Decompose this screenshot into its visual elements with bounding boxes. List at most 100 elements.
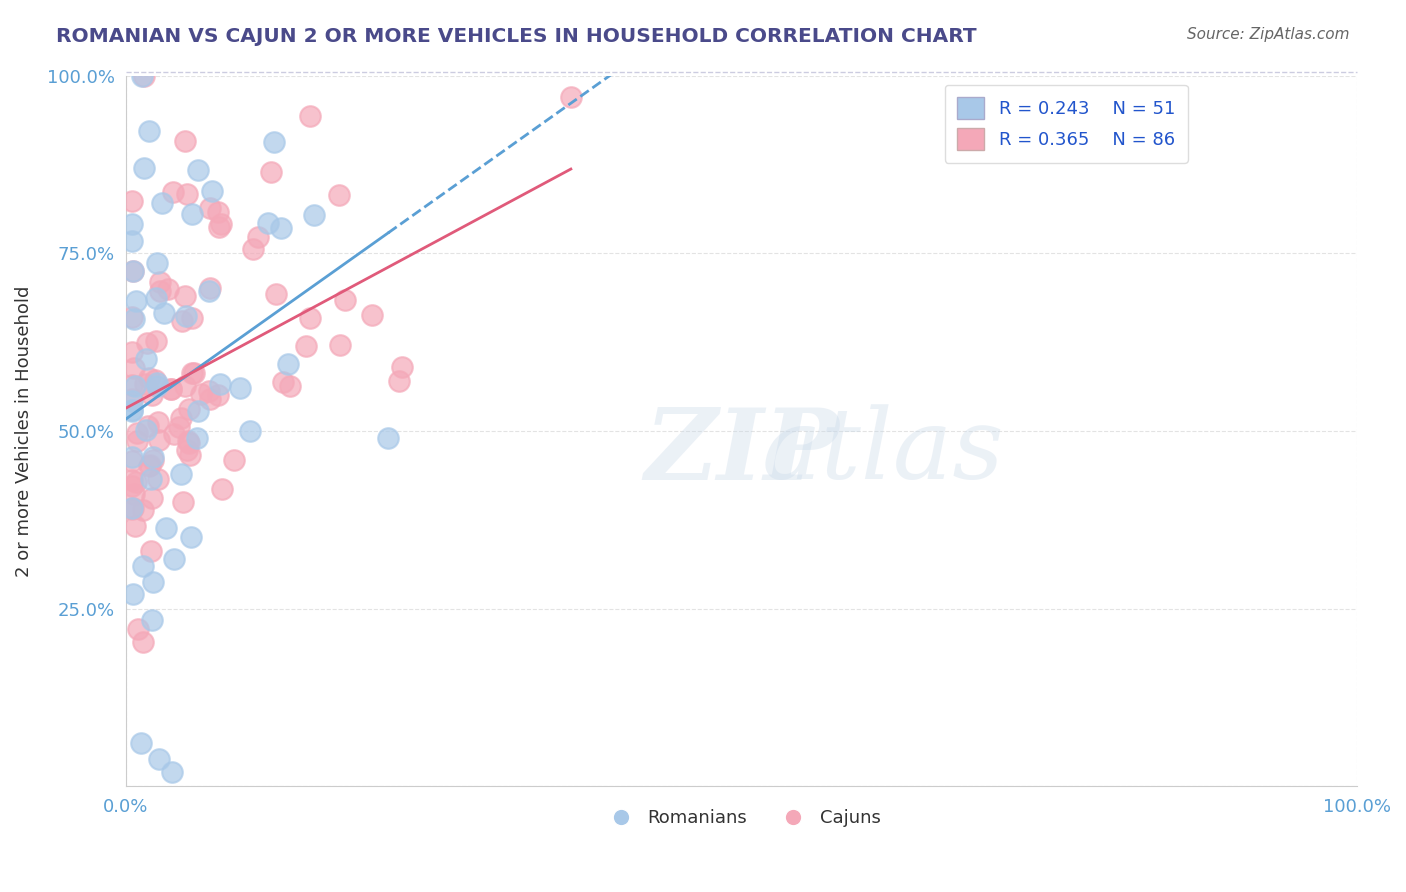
- Point: [142, 452, 165, 467]
- Point: [186, 431, 208, 445]
- Point: [121, 479, 143, 493]
- Point: [560, 90, 582, 104]
- Point: [174, 289, 197, 303]
- Point: [360, 308, 382, 322]
- Point: [121, 473, 143, 487]
- Point: [141, 388, 163, 402]
- Point: [183, 366, 205, 380]
- Point: [148, 751, 170, 765]
- Point: [124, 378, 146, 392]
- Point: [139, 458, 162, 472]
- Point: [160, 765, 183, 780]
- Point: [207, 388, 229, 402]
- Point: [299, 109, 322, 123]
- Point: [211, 482, 233, 496]
- Point: [131, 69, 153, 83]
- Point: [277, 357, 299, 371]
- Point: [134, 377, 156, 392]
- Point: [121, 392, 143, 407]
- Point: [132, 503, 155, 517]
- Point: [160, 382, 183, 396]
- Point: [302, 208, 325, 222]
- Point: [329, 338, 352, 352]
- Point: [200, 281, 222, 295]
- Point: [200, 201, 222, 215]
- Point: [122, 312, 145, 326]
- Point: [156, 282, 179, 296]
- Point: [163, 426, 186, 441]
- Point: [198, 284, 221, 298]
- Point: [122, 487, 145, 501]
- Point: [121, 194, 143, 208]
- Point: [148, 433, 170, 447]
- Point: [132, 559, 155, 574]
- Point: [163, 551, 186, 566]
- Point: [328, 187, 350, 202]
- Point: [122, 264, 145, 278]
- Point: [125, 425, 148, 440]
- Point: [121, 218, 143, 232]
- Text: Source: ZipAtlas.com: Source: ZipAtlas.com: [1187, 27, 1350, 42]
- Point: [242, 242, 264, 256]
- Point: [264, 287, 287, 301]
- Point: [271, 375, 294, 389]
- Point: [222, 453, 245, 467]
- Point: [174, 309, 197, 323]
- Point: [173, 378, 195, 392]
- Point: [142, 574, 165, 589]
- Point: [149, 284, 172, 298]
- Point: [177, 402, 200, 417]
- Point: [145, 291, 167, 305]
- Point: [162, 186, 184, 200]
- Point: [121, 501, 143, 516]
- Point: [150, 195, 173, 210]
- Point: [121, 402, 143, 417]
- Point: [181, 311, 204, 326]
- Point: [298, 310, 321, 325]
- Point: [121, 404, 143, 418]
- Point: [209, 377, 232, 392]
- Point: [127, 434, 149, 448]
- Point: [122, 500, 145, 515]
- Point: [207, 219, 229, 234]
- Point: [124, 360, 146, 375]
- Text: ROMANIAN VS CAJUN 2 OR MORE VEHICLES IN HOUSEHOLD CORRELATION CHART: ROMANIAN VS CAJUN 2 OR MORE VEHICLES IN …: [56, 27, 977, 45]
- Point: [190, 386, 212, 401]
- Point: [121, 345, 143, 359]
- Point: [121, 394, 143, 409]
- Text: atlas: atlas: [762, 405, 1004, 500]
- Point: [174, 134, 197, 148]
- Point: [132, 635, 155, 649]
- Point: [136, 419, 159, 434]
- Point: [209, 217, 232, 231]
- Point: [229, 381, 252, 395]
- Point: [180, 530, 202, 544]
- Point: [146, 472, 169, 486]
- Point: [179, 436, 201, 450]
- Point: [181, 207, 204, 221]
- Point: [124, 518, 146, 533]
- Point: [134, 161, 156, 175]
- Point: [187, 163, 209, 178]
- Point: [146, 256, 169, 270]
- Point: [169, 410, 191, 425]
- Point: [388, 374, 411, 388]
- Point: [141, 491, 163, 505]
- Point: [149, 275, 172, 289]
- Point: [181, 366, 204, 380]
- Point: [138, 370, 160, 384]
- Point: [263, 135, 285, 149]
- Point: [122, 264, 145, 278]
- Point: [391, 360, 413, 375]
- Point: [121, 377, 143, 392]
- Point: [270, 221, 292, 235]
- Point: [121, 310, 143, 324]
- Point: [121, 234, 143, 248]
- Point: [121, 501, 143, 516]
- Point: [125, 475, 148, 490]
- Point: [121, 450, 143, 465]
- Point: [246, 230, 269, 244]
- Point: [152, 306, 174, 320]
- Point: [146, 415, 169, 429]
- Text: ZIP: ZIP: [644, 404, 839, 500]
